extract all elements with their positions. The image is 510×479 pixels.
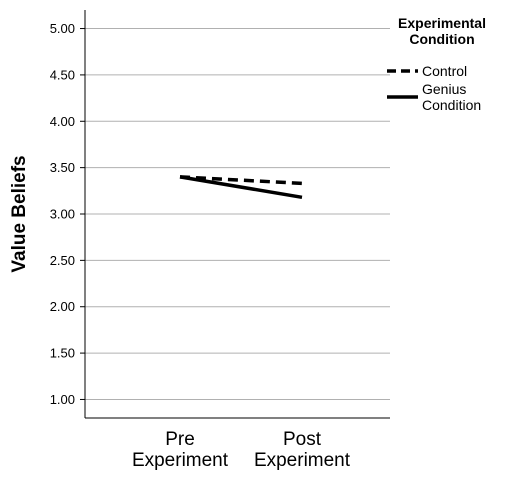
y-tick-label: 4.50: [50, 67, 75, 82]
legend-label: Genius: [422, 81, 466, 97]
series-lines: [179, 175, 303, 200]
y-tick-labels: 1.00 1.50 2.00 2.50 3.00 3.50 4.00 4.50 5.00: [50, 21, 75, 407]
y-tick-label: 4.00: [50, 114, 75, 129]
y-tick-label: 2.50: [50, 253, 75, 268]
legend-title: Condition: [409, 31, 474, 47]
axes: [84, 10, 390, 419]
gridlines: [80, 28, 390, 400]
legend: ExperimentalConditionControlGeniusCondit…: [387, 15, 486, 113]
x-category-label-line: Post: [283, 429, 322, 450]
y-tick-label: 2.00: [50, 299, 75, 314]
x-category-label-line: Experiment: [132, 450, 229, 471]
legend-title: Experimental: [398, 15, 486, 31]
y-tick-label: 1.00: [50, 392, 75, 407]
y-tick-label: 1.50: [50, 346, 75, 361]
series-line-control: [179, 175, 303, 186]
legend-label: Condition: [422, 97, 481, 113]
x-category-label-line: Pre: [165, 429, 195, 450]
y-axis-label: Value Beliefs: [9, 155, 30, 272]
legend-label: Control: [422, 63, 467, 79]
y-tick-label: 3.00: [50, 207, 75, 222]
y-tick-label: 5.00: [50, 21, 75, 36]
y-tick-label: 3.50: [50, 160, 75, 175]
x-category-label-line: Experiment: [254, 450, 351, 471]
series-line-genius-condition: [179, 175, 303, 200]
